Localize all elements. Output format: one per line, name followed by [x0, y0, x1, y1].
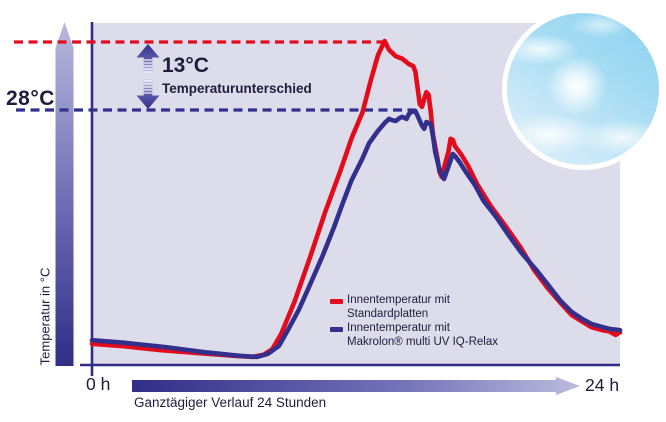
y-axis-label: Temperatur in °C [37, 267, 53, 366]
temp-difference-arrow [136, 44, 160, 109]
legend-swatch-blue [330, 327, 343, 332]
series-makrolon [89, 108, 623, 360]
legend: Innentemperatur mit Standardplatten Innen… [330, 294, 498, 349]
legend-label: Makrolon® multi UV IQ-Relax [347, 335, 498, 348]
sun-sky-photo [502, 8, 664, 170]
x-axis-gradient-arrow [132, 377, 580, 395]
y-axis-gradient-arrow [55, 22, 74, 366]
label-temperaturunterschied: Temperaturunterschied [162, 81, 312, 96]
legend-label: Standardplatten [347, 307, 429, 320]
legend-label: Innentemperatur mit [347, 294, 450, 306]
label-28c: 28°C [6, 87, 55, 110]
label-13c: 13°C [162, 54, 209, 77]
x-axis-caption: Ganztägiger Verlauf 24 Stunden [134, 395, 327, 410]
x-axis-start-label: 0 h [86, 374, 111, 394]
x-axis-end-label: 24 h [585, 375, 620, 395]
legend-swatch-red [330, 299, 343, 304]
legend-label: Innentemperatur mit [347, 322, 450, 334]
legend-item-makrolon: Innentemperatur mit Makrolon® multi UV IQ… [330, 322, 498, 349]
legend-item-standardplatten: Innentemperatur mit Standardplatten [330, 294, 498, 321]
